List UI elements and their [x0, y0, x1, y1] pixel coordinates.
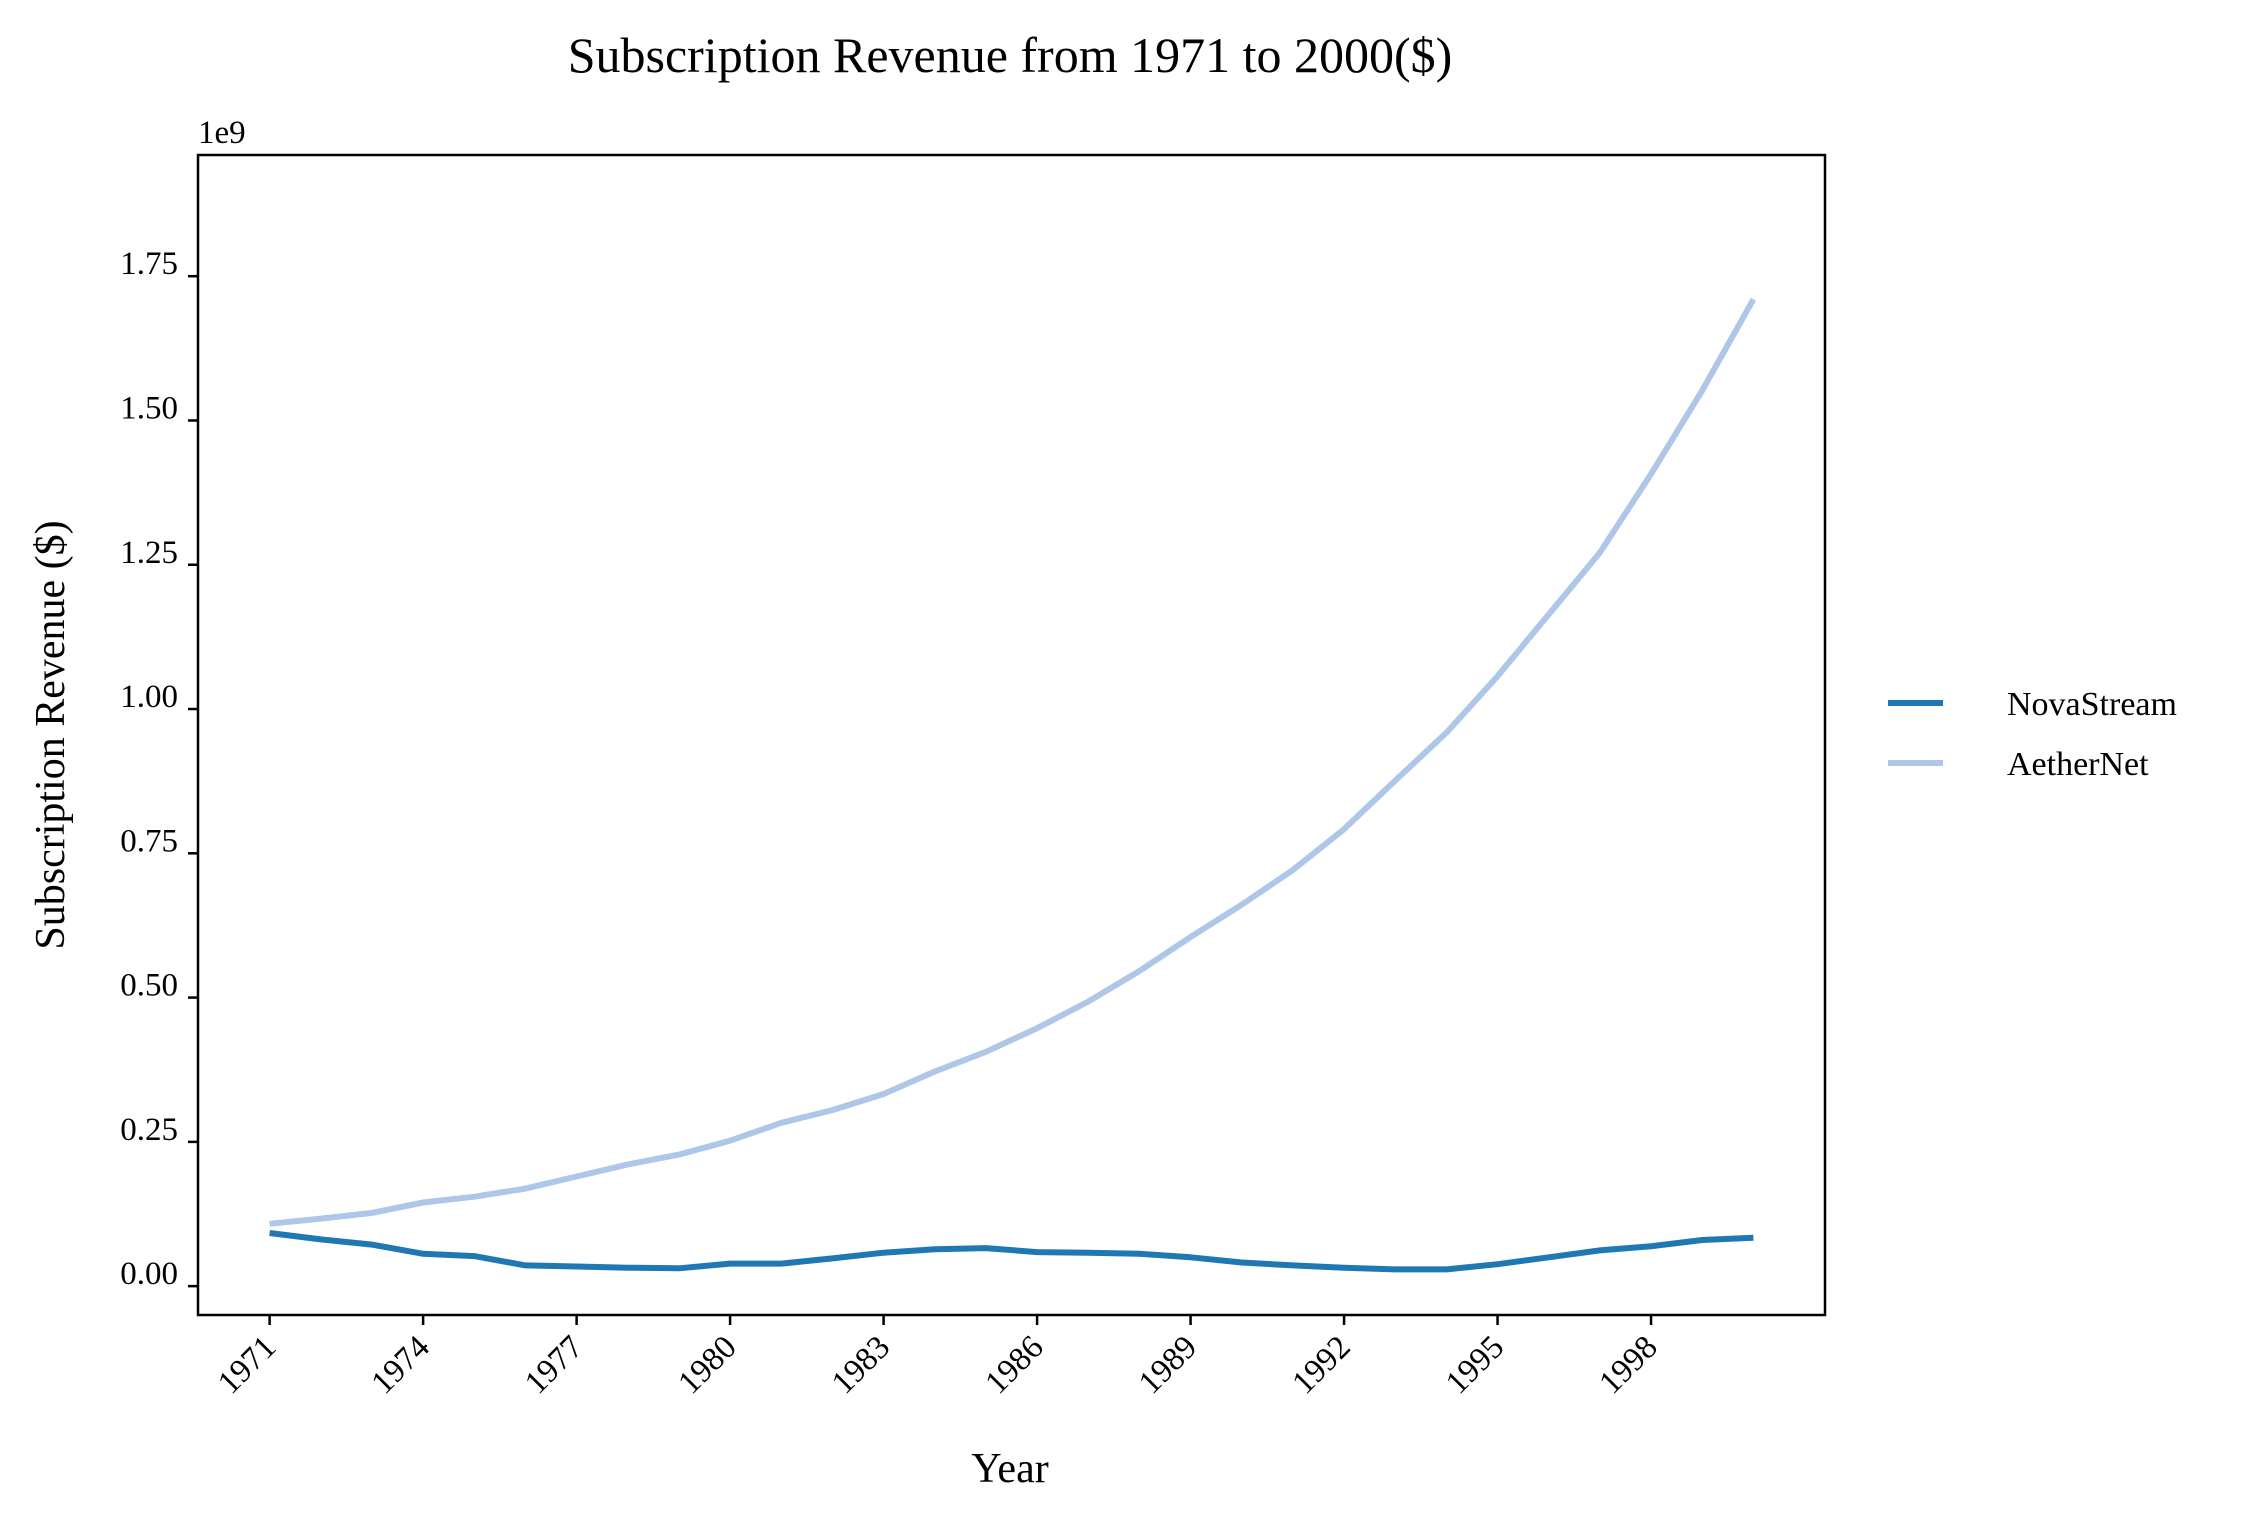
x-tick-label: 1974 — [365, 1329, 437, 1401]
y-tick-label: 1.75 — [120, 246, 178, 282]
x-tick-label: 1995 — [1439, 1329, 1511, 1401]
y-axis: 0.00 0.25 0.50 0.75 1.00 1.25 1.50 1.75 — [120, 246, 198, 1292]
series-line-novastream — [269, 1230, 1754, 1273]
y-tick-label: 1.25 — [120, 535, 178, 571]
legend: NovaStream AetherNet — [1888, 686, 2177, 783]
legend-label-aethernet: AetherNet — [2007, 746, 2149, 783]
y-tick-label: 0.00 — [120, 1256, 178, 1292]
y-axis-offset-label: 1e9 — [198, 115, 246, 151]
x-tick-label: 1980 — [672, 1329, 744, 1401]
y-tick-label: 0.25 — [120, 1112, 178, 1148]
x-tick-label: 1983 — [825, 1329, 897, 1401]
y-tick-label: 1.00 — [120, 679, 178, 715]
x-axis-label: Year — [971, 1446, 1048, 1492]
legend-label-novastream: NovaStream — [2007, 686, 2177, 723]
x-tick-label: 1989 — [1132, 1329, 1204, 1401]
x-tick-label: 1971 — [211, 1329, 283, 1401]
y-tick-label: 0.50 — [120, 968, 178, 1004]
plot-frame — [196, 153, 1827, 1317]
x-tick-label: 1986 — [979, 1329, 1051, 1401]
series-line-aethernet — [269, 297, 1757, 1227]
x-tick-label: 1992 — [1286, 1329, 1358, 1401]
chart-title: Subscription Revenue from 1971 to 2000($… — [568, 27, 1453, 83]
x-tick-label: 1977 — [518, 1329, 590, 1401]
y-tick-label: 1.50 — [120, 390, 178, 426]
series-layer — [269, 297, 1757, 1273]
x-tick-label: 1998 — [1593, 1329, 1665, 1401]
y-tick-label: 0.75 — [120, 823, 178, 859]
y-axis-label: Subscription Revenue ($) — [28, 520, 74, 949]
plot-area — [196, 153, 1827, 1317]
x-axis: 1971 1974 1977 1980 1983 1986 1989 1992 1995 1998 — [211, 1315, 1665, 1401]
